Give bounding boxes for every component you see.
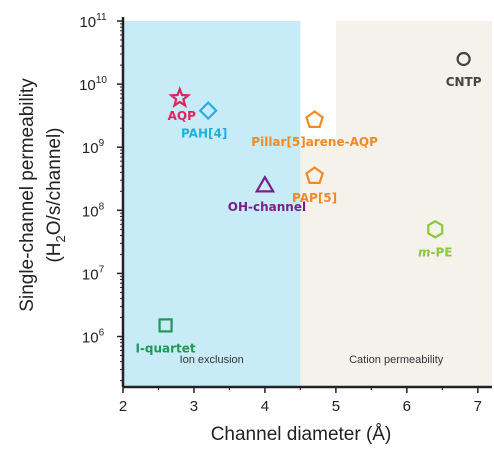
axes <box>121 17 492 389</box>
point-pillar-5-arene-aqp <box>305 110 324 129</box>
region-label-cation-permeability: Cation permeability <box>349 354 444 366</box>
x-tick-label: 3 <box>190 398 198 415</box>
point-cntp <box>456 51 471 67</box>
y-tick-label: 1010 <box>79 75 107 94</box>
y-axis-title-line1: Single-channel permeability <box>17 78 38 312</box>
y-axis-title-part2: O/s/channel) <box>44 127 65 235</box>
point-label-i-quartet: I-quartet <box>135 341 195 355</box>
y-tick-label: 106 <box>82 328 105 347</box>
point-label-oh-channel: OH-channel <box>228 200 306 214</box>
point-labels: AQP PAH[4] Pillar[5]arene-AQP PAP[5]OH-chan… <box>135 75 481 355</box>
x-tick-label: 2 <box>119 398 127 415</box>
point-pap-5 <box>305 166 324 184</box>
point-label-aqp: AQP <box>168 109 196 123</box>
y-axis-title-subscript: 2 <box>53 235 68 242</box>
point-m-pe <box>427 220 444 239</box>
data-points <box>158 51 471 333</box>
background-regions <box>123 21 492 387</box>
y-tick-label: 109 <box>82 138 105 157</box>
point-label-pah-4: PAH[4] <box>181 127 227 141</box>
ticks: 2 3 4 5 6 7 106 107 108 109 1010 1011 <box>79 12 482 415</box>
point-oh-channel <box>254 175 276 193</box>
region-labels: Ion exclusion Cation permeability <box>180 354 444 366</box>
point-label-pap-5: PAP[5] <box>292 191 337 205</box>
x-tick-label: 6 <box>403 398 411 415</box>
point-label-cntp: CNTP <box>446 75 482 89</box>
point-label-m-pe: m-PE <box>418 245 453 259</box>
point-aqp <box>168 86 192 108</box>
y-axis-title-part1: (H <box>44 242 65 262</box>
point-label-pillar-5-arene-aqp: Pillar[5]arene-AQP <box>251 135 378 149</box>
cation-permeability-region <box>335 21 492 387</box>
y-tick-label: 107 <box>82 264 105 283</box>
x-axis-title: Channel diameter (Å) <box>211 424 392 445</box>
y-tick-label: 108 <box>82 201 105 220</box>
x-tick-label: 4 <box>261 398 269 415</box>
x-tick-label: 5 <box>332 398 340 415</box>
region-label-ion-exclusion: Ion exclusion <box>180 354 244 366</box>
ion-exclusion-region <box>123 21 301 387</box>
point-i-quartet <box>158 318 173 333</box>
x-tick-label: 7 <box>474 398 482 415</box>
y-axis-title-line2: (H2O/s/channel) <box>44 127 68 262</box>
point-pah-4 <box>198 101 218 121</box>
cation-permeability-region-lower <box>300 140 336 387</box>
y-tick-label: 1011 <box>79 12 107 31</box>
